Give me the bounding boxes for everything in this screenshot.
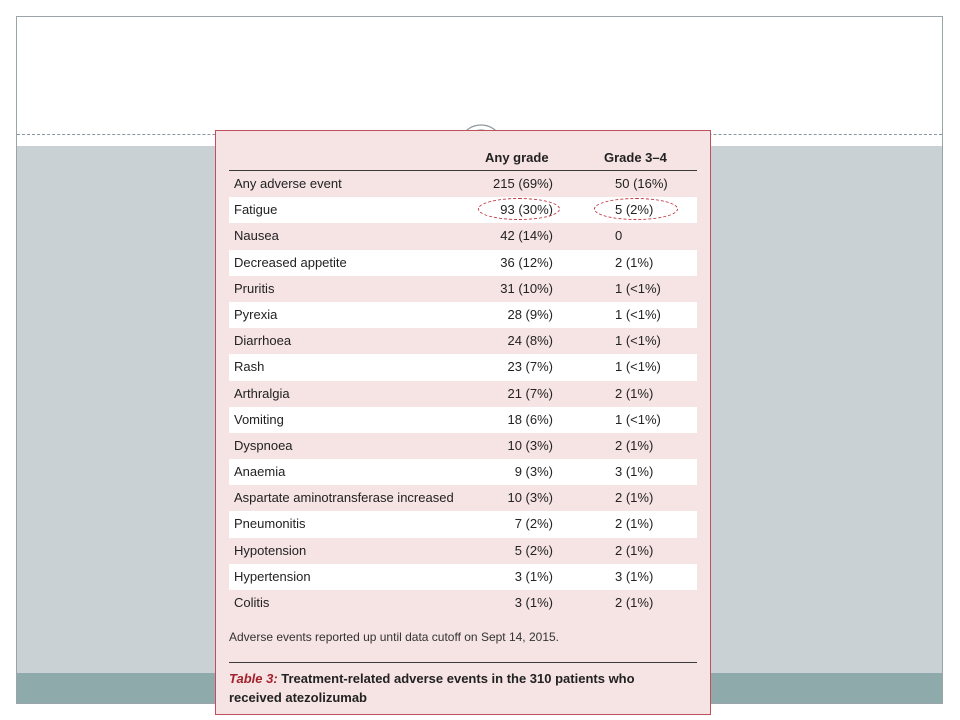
table-row: Hypertension 3 (1%) 3 (1%): [229, 563, 697, 590]
cell-adverse-event: Aspartate aminotransferase increased: [234, 490, 454, 506]
table-image-panel: Any grade Grade 3–4 Any adverse event 215…: [215, 130, 711, 715]
table-row: Diarrhoea 24 (8%) 1 (<1%): [229, 328, 697, 354]
cell-grade-3-4: 2 (1%): [615, 385, 654, 401]
cell-any-grade: 9 (3%): [514, 464, 553, 480]
cell-adverse-event: Vomiting: [234, 411, 284, 427]
cell-any-grade: 21 (7%): [507, 385, 553, 401]
cell-adverse-event: Nausea: [234, 228, 279, 244]
cell-grade-3-4: 2 (1%): [615, 490, 654, 506]
cell-any-grade: 3 (1%): [514, 595, 553, 610]
table-row: Arthralgia 21 (7%) 2 (1%): [229, 381, 697, 407]
cell-adverse-event: Anaemia: [234, 464, 286, 480]
header-any-grade: Any grade: [485, 150, 549, 165]
highlight-circle-grade-3-4: [594, 198, 678, 221]
cell-grade-3-4: 1 (<1%): [615, 280, 661, 296]
cell-grade-3-4: 2 (1%): [615, 437, 654, 453]
table-row: Colitis 3 (1%) 2 (1%): [229, 590, 697, 616]
table-row: Hypotension 5 (2%) 2 (1%): [229, 538, 697, 564]
cell-grade-3-4: 1 (<1%): [615, 333, 661, 349]
cell-grade-3-4: 1 (<1%): [615, 359, 661, 375]
cell-any-grade: 42 (14%): [500, 228, 553, 244]
adverse-events-table: Any grade Grade 3–4 Any adverse event 215…: [229, 139, 697, 616]
cell-adverse-event: Fatigue: [234, 202, 278, 218]
cell-adverse-event: Hypertension: [234, 568, 311, 584]
cell-grade-3-4: 50 (16%): [615, 176, 668, 191]
cell-grade-3-4: 3 (1%): [615, 464, 654, 480]
cell-grade-3-4: 2 (1%): [615, 254, 654, 270]
cell-adverse-event: Hypotension: [234, 542, 307, 558]
table-row: Anaemia 9 (3%) 3 (1%): [229, 459, 697, 486]
cell-any-grade: 31 (10%): [500, 280, 553, 296]
table-caption: Table 3: Treatment-related adverse event…: [229, 669, 689, 707]
cell-adverse-event: Any adverse event: [234, 176, 342, 191]
table-row: Aspartate aminotransferase increased 10 (…: [229, 485, 697, 511]
caption-rule: [229, 662, 697, 663]
cell-any-grade: 7 (2%): [514, 516, 553, 532]
table-body: Any adverse event 215 (69%) 50 (16%) Fatigu…: [229, 171, 697, 616]
table-footnote: Adverse events reported up until data cu…: [229, 630, 560, 644]
cell-adverse-event: Decreased appetite: [234, 254, 347, 270]
cell-adverse-event: Dyspnoea: [234, 437, 293, 453]
highlight-circle-any-grade: [478, 198, 560, 221]
cell-any-grade: 28 (9%): [507, 306, 553, 322]
cell-grade-3-4: 2 (1%): [615, 542, 654, 558]
cell-grade-3-4: 1 (<1%): [615, 306, 661, 322]
cell-adverse-event: Pruritis: [234, 280, 275, 296]
caption-text: Treatment-related adverse events in the …: [229, 671, 635, 705]
cell-any-grade: 24 (8%): [507, 333, 553, 349]
cell-adverse-event: Pneumonitis: [234, 516, 306, 532]
cell-any-grade: 23 (7%): [507, 359, 553, 375]
cell-any-grade: 215 (69%): [493, 176, 553, 191]
table-row: Any adverse event 215 (69%) 50 (16%): [229, 171, 697, 197]
cell-grade-3-4: 3 (1%): [615, 568, 654, 584]
caption-label: Table 3:: [229, 671, 278, 686]
table-row: Pyrexia 28 (9%) 1 (<1%): [229, 301, 697, 329]
cell-any-grade: 10 (3%): [507, 437, 553, 453]
cell-any-grade: 18 (6%): [507, 411, 553, 427]
cell-adverse-event: Rash: [234, 359, 265, 375]
table-row: Pruritis 31 (10%) 1 (<1%): [229, 276, 697, 302]
table-row: Vomiting 18 (6%) 1 (<1%): [229, 406, 697, 433]
cell-grade-3-4: 2 (1%): [615, 595, 654, 610]
cell-grade-3-4: 2 (1%): [615, 516, 654, 532]
table-row: Nausea 42 (14%) 0: [229, 223, 697, 249]
table-row: Fatigue 93 (30%) 5 (2%): [229, 197, 697, 224]
cell-any-grade: 5 (2%): [514, 542, 553, 558]
table-row: Pneumonitis 7 (2%) 2 (1%): [229, 511, 697, 538]
cell-grade-3-4: 1 (<1%): [615, 411, 661, 427]
table-row: Decreased appetite 36 (12%) 2 (1%): [229, 249, 697, 276]
cell-grade-3-4: 0: [615, 228, 623, 244]
cell-any-grade: 36 (12%): [500, 254, 553, 270]
cell-adverse-event: Pyrexia: [234, 306, 278, 322]
cell-adverse-event: Colitis: [234, 595, 270, 610]
cell-adverse-event: Diarrhoea: [234, 333, 292, 349]
cell-adverse-event: Arthralgia: [234, 385, 290, 401]
cell-any-grade: 10 (3%): [507, 490, 553, 506]
cell-any-grade: 3 (1%): [514, 568, 553, 584]
table-row: Dyspnoea 10 (3%) 2 (1%): [229, 433, 697, 459]
table-header-row: Any grade Grade 3–4: [229, 139, 697, 171]
header-grade-3-4: Grade 3–4: [604, 150, 667, 165]
table-row: Rash 23 (7%) 1 (<1%): [229, 354, 697, 381]
